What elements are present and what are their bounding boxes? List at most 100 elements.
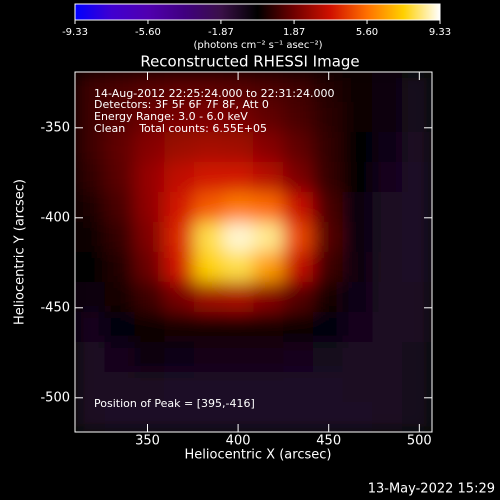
colorbar-tick-label: -9.33 bbox=[62, 27, 88, 38]
heat-cell bbox=[342, 401, 373, 432]
heat-cell bbox=[75, 311, 106, 343]
heat-cell bbox=[283, 72, 314, 103]
heat-cell bbox=[283, 191, 314, 223]
heat-cell bbox=[283, 131, 314, 163]
heat-cell bbox=[372, 221, 403, 253]
heat-cell bbox=[164, 72, 195, 103]
heat-cell bbox=[104, 221, 135, 253]
heat-cell bbox=[193, 221, 225, 253]
heat-cell bbox=[283, 371, 314, 403]
heat-cell bbox=[283, 281, 314, 313]
heat-cell bbox=[164, 401, 195, 432]
x-tick-label: 500 bbox=[407, 434, 432, 449]
heat-cell bbox=[223, 311, 254, 343]
heat-cell bbox=[342, 371, 373, 403]
heat-cell bbox=[283, 401, 314, 432]
heat-cell bbox=[104, 401, 135, 432]
heat-cell bbox=[164, 341, 195, 373]
y-tick-label: -450 bbox=[40, 300, 70, 315]
heat-cell bbox=[372, 161, 403, 193]
heat-cell bbox=[104, 311, 135, 343]
heat-cell bbox=[253, 161, 284, 193]
heat-cell bbox=[104, 101, 135, 133]
heat-cell bbox=[401, 341, 432, 373]
heat-cell bbox=[223, 72, 254, 103]
heat-cell bbox=[401, 161, 432, 193]
heat-cell bbox=[193, 161, 225, 193]
heat-cell bbox=[164, 251, 195, 283]
heat-cell bbox=[134, 191, 165, 223]
heat-cell bbox=[104, 341, 135, 373]
heat-cell bbox=[104, 161, 135, 193]
heatmap bbox=[75, 72, 432, 432]
heat-cell bbox=[372, 311, 403, 343]
heat-cell bbox=[342, 221, 373, 253]
heat-cell bbox=[283, 221, 314, 253]
heat-cell bbox=[312, 221, 343, 253]
heat-cell bbox=[193, 371, 225, 403]
heat-cell bbox=[312, 191, 343, 223]
heat-cell bbox=[372, 72, 403, 103]
heat-cell bbox=[134, 221, 165, 253]
heat-cell bbox=[104, 191, 135, 223]
heat-cell bbox=[134, 341, 165, 373]
colorbar-tick-label: -5.60 bbox=[135, 27, 161, 38]
heat-cell bbox=[193, 311, 225, 343]
heat-cell bbox=[193, 72, 225, 103]
heat-cell bbox=[134, 281, 165, 313]
heat-cell bbox=[342, 341, 373, 373]
heat-cell bbox=[253, 251, 284, 283]
heat-cell bbox=[223, 131, 254, 163]
heat-cell bbox=[283, 101, 314, 133]
heat-cell bbox=[193, 131, 225, 163]
heat-cell bbox=[223, 281, 254, 313]
heat-cell bbox=[312, 101, 343, 133]
heat-cell bbox=[223, 161, 254, 193]
colorbar-label: (photons cm⁻² s⁻¹ asec⁻²) bbox=[193, 40, 322, 51]
heat-cell bbox=[312, 251, 343, 283]
heat-cell bbox=[193, 191, 225, 223]
plot-frame bbox=[74, 71, 433, 433]
heat-cell bbox=[372, 281, 403, 313]
colorbar-tick-label: 5.60 bbox=[356, 27, 378, 38]
colorbar-tick-label: 1.87 bbox=[283, 27, 305, 38]
heat-cell bbox=[312, 161, 343, 193]
heat-cell bbox=[223, 191, 254, 223]
heat-cell bbox=[253, 72, 284, 103]
heat-cell bbox=[342, 131, 373, 163]
heat-cell bbox=[401, 221, 432, 253]
x-tick-label: 400 bbox=[226, 434, 251, 449]
heat-cell bbox=[253, 371, 284, 403]
heat-cell bbox=[253, 311, 284, 343]
heat-cell bbox=[193, 251, 225, 283]
heat-cell bbox=[312, 371, 343, 403]
colorbar-tick-label: 9.33 bbox=[429, 27, 451, 38]
heat-cell bbox=[223, 401, 254, 432]
heat-cell bbox=[312, 281, 343, 313]
heat-cell bbox=[104, 131, 135, 163]
annotation: Clean Total counts: 6.55E+05 bbox=[94, 122, 267, 135]
heat-cell bbox=[134, 371, 165, 403]
colorbar-tick-label: -1.87 bbox=[208, 27, 234, 38]
colorbar bbox=[74, 3, 441, 21]
heat-cell bbox=[104, 281, 135, 313]
x-tick-label: 450 bbox=[316, 434, 341, 449]
heat-cell bbox=[342, 161, 373, 193]
heat-cell bbox=[75, 221, 106, 253]
x-axis-label: Heliocentric X (arcsec) bbox=[185, 448, 332, 463]
heat-cell bbox=[283, 251, 314, 283]
annotation: 14-Aug-2012 22:25:24.000 to 22:31:24.000 bbox=[94, 87, 335, 100]
annotation: Energy Range: 3.0 - 6.0 keV bbox=[94, 110, 248, 123]
heat-cell bbox=[372, 191, 403, 223]
y-tick-label: -350 bbox=[40, 120, 70, 135]
heat-cell bbox=[372, 341, 403, 373]
heat-cell bbox=[223, 101, 254, 133]
heat-cell bbox=[342, 191, 373, 223]
heat-cell bbox=[134, 311, 165, 343]
heat-cell bbox=[253, 281, 284, 313]
heat-cell bbox=[75, 341, 106, 373]
heat-cell bbox=[164, 131, 195, 163]
heat-cell bbox=[342, 72, 373, 103]
y-tick-label: -500 bbox=[40, 390, 70, 405]
